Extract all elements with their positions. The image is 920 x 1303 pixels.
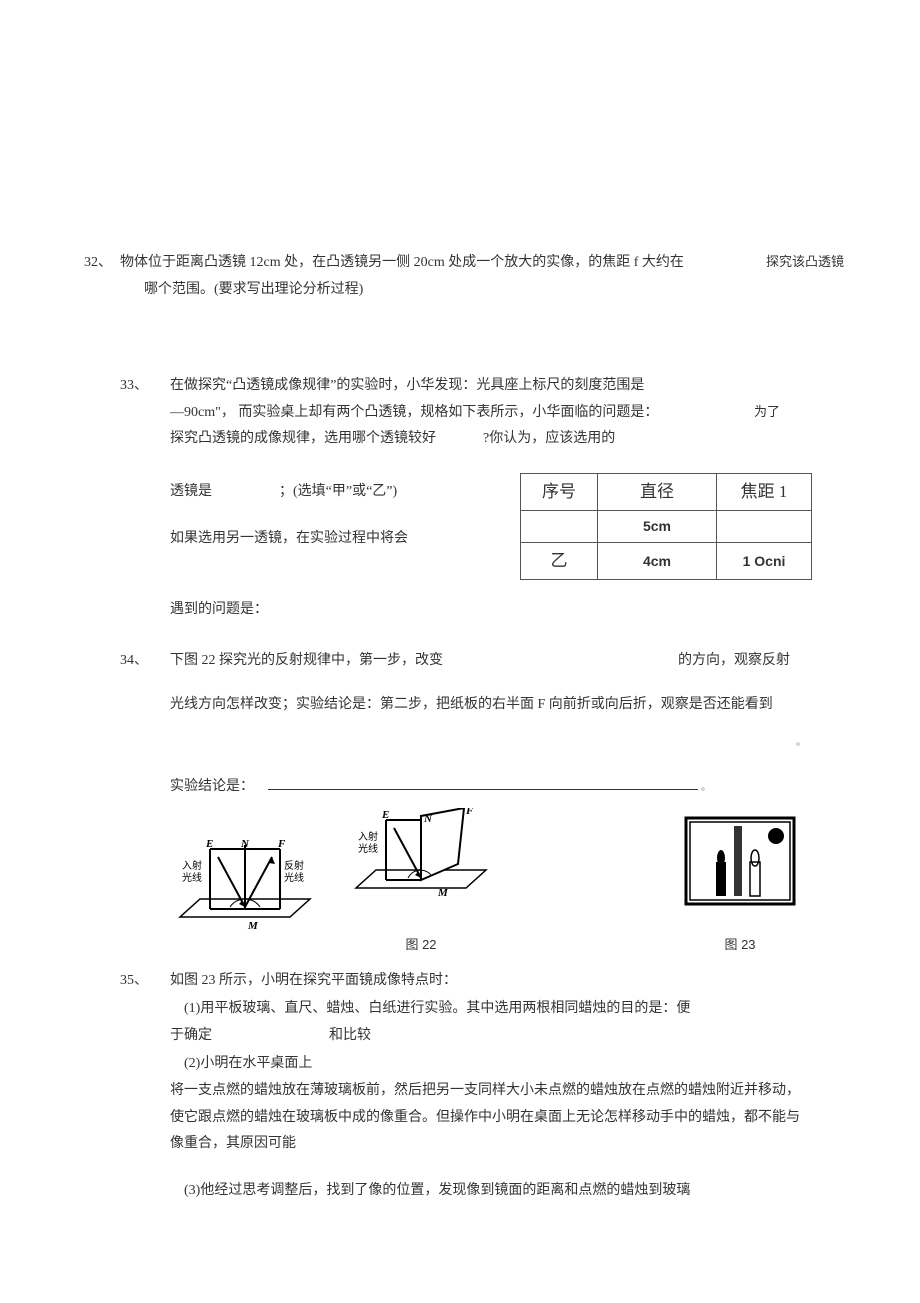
q35-s1a: (1)用平板玻璃、直尺、蜡烛、白纸进行实验。其中选用两根相同蜡烛的目的是：便 (184, 996, 800, 1023)
q33-line2: —90cm"， 而实验桌上却有两个凸透镜，规格如下表所示，小华面临的问题是： 为… (170, 400, 800, 427)
reflection-diagram-1: E N F M 入射 光线 反射 光线 (170, 837, 320, 947)
punctuation-dot: 。 (120, 733, 806, 752)
svg-text:入射: 入射 (358, 831, 378, 843)
svg-text:光线: 光线 (284, 871, 304, 884)
mirror-experiment-diagram (680, 812, 800, 918)
svg-text:入射: 入射 (182, 860, 202, 872)
q34-l1a: 下图 22 探究光的反射规律中，第一步，改变 (170, 653, 443, 668)
caption-22: 图 22 (346, 933, 496, 958)
q33-number: 33、 (120, 373, 148, 400)
svg-text:E: E (381, 809, 389, 821)
question-35: 35、 如图 23 所示，小明在探究平面镜成像特点时： (1)用平板玻璃、直尺、… (148, 968, 800, 1205)
q35-s1b-row: 于确定 和比较 (170, 1023, 800, 1050)
q35-head: 如图 23 所示，小明在探究平面镜成像特点时： (170, 968, 800, 995)
table-header-row: 序号 直径 焦距 1 (521, 473, 812, 510)
svg-text:光线: 光线 (182, 871, 202, 884)
lens-is-label: 透镜是 (170, 484, 212, 499)
q34-number: 34、 (120, 648, 148, 675)
q35-s2: (2)小明在水平桌面上 (184, 1051, 800, 1078)
q33-followup-row: 透镜是 ；(选填“甲”或“乙”) 如果选用另一透镜，在实验过程中将会 序号 直径… (170, 479, 800, 579)
th-seq: 序号 (521, 473, 598, 510)
figure-22-left: E N F M 入射 光线 反射 光线 (170, 837, 320, 958)
th-foc: 焦距 1 (717, 473, 812, 510)
result-underline (268, 775, 698, 790)
question-33: 33、 在做探究“凸透镜成像规律”的实验时，小华发现：光具座上标尺的刻度范围是 … (148, 373, 800, 453)
q35-s3: (3)他经过思考调整后，找到了像的位置，发现像到镜面的距离和点燃的蜡烛到玻璃 (184, 1178, 800, 1205)
q33-l3a: 探究凸透镜的成像规律，选用哪个透镜较好 (170, 431, 436, 446)
svg-text:反射: 反射 (284, 860, 304, 872)
q34-line2: 光线方向怎样改变；实验结论是：第二步，把纸板的右半面 F 向前折或向后折，观察是… (170, 692, 800, 719)
lens-hint: ；(选填“甲”或“乙”) (279, 484, 397, 499)
result-line: 实验结论是： 。 (170, 774, 800, 801)
cell-foc-0 (717, 511, 812, 543)
svg-text:N: N (423, 813, 433, 825)
table-row: 5cm (521, 511, 812, 543)
cell-foc-1: 1 Ocni (717, 542, 812, 579)
figure-23: 图 23 (680, 812, 800, 957)
q33-l2a: —90cm"， (170, 405, 235, 420)
q32-line2: 哪个范围。(要求写出理论分析过程) (120, 277, 800, 304)
q32-line1: 物体位于距离凸透镜 12cm 处，在凸透镜另一侧 20cm 处成一个放大的实像，… (120, 255, 684, 270)
caption-23: 图 23 (680, 933, 800, 958)
th-dia: 直径 (598, 473, 717, 510)
q33-l2b: 而实验桌上却有两个凸透镜，规格如下表所示，小华面临的问题是： (238, 405, 658, 420)
table-row: 乙 4cm 1 Ocni (521, 542, 812, 579)
lens-table: 序号 直径 焦距 1 5cm 乙 4cm 1 Ocni (520, 473, 812, 580)
q32-number: 32、 (84, 250, 112, 277)
q32-side-text: 探究该凸透镜 (766, 250, 844, 275)
q33-l3b: ?你认为，应该选用的 (483, 431, 615, 446)
q33-side: 为了 (754, 400, 780, 425)
q35-s2b: 将一支点燃的蜡烛放在薄玻璃板前，然后把另一支同样大小未点燃的蜡烛放在点燃的蜡烛附… (170, 1078, 800, 1158)
svg-text:E: E (205, 838, 213, 850)
other-lens-line: 如果选用另一透镜，在实验过程中将会 (170, 526, 490, 553)
question-34: 34、 下图 22 探究光的反射规律中，第一步，改变 的方向，观察反射 (148, 648, 800, 675)
svg-text:F: F (465, 808, 474, 817)
cell-dia-1: 4cm (598, 542, 717, 579)
svg-text:光线: 光线 (358, 842, 378, 855)
q34-l1b: 的方向，观察反射 (678, 648, 790, 675)
problem-encountered: 遇到的问题是： (170, 597, 800, 624)
figure-22-right: E N F M 入射 光线 图 22 (346, 808, 496, 957)
figures-row: E N F M 入射 光线 反射 光线 (170, 808, 800, 957)
q35-s1c: 和比较 (329, 1028, 371, 1043)
q33-line3: 探究凸透镜的成像规律，选用哪个透镜较好 ?你认为，应该选用的 (170, 426, 800, 453)
reflection-diagram-2: E N F M 入射 光线 (346, 808, 496, 918)
q35-number: 35、 (120, 968, 148, 995)
cell-seq-1: 乙 (521, 542, 598, 579)
cell-dia-0: 5cm (598, 511, 717, 543)
q35-s1b: 于确定 (170, 1028, 212, 1043)
question-32: 32、 物体位于距离凸透镜 12cm 处，在凸透镜另一侧 20cm 处成一个放大… (120, 250, 800, 303)
svg-text:M: M (437, 887, 449, 899)
svg-text:F: F (277, 838, 286, 850)
svg-text:M: M (247, 920, 259, 932)
svg-text:N: N (240, 838, 250, 850)
cell-seq-0 (521, 511, 598, 543)
q33-line1: 在做探究“凸透镜成像规律”的实验时，小华发现：光具座上标尺的刻度范围是 (170, 373, 800, 400)
q33-left-column: 透镜是 ；(选填“甲”或“乙”) 如果选用另一透镜，在实验过程中将会 (170, 479, 490, 552)
result-label: 实验结论是： (170, 779, 254, 794)
document-page: 32、 物体位于距离凸透镜 12cm 处，在凸透镜另一侧 20cm 处成一个放大… (0, 0, 920, 1264)
